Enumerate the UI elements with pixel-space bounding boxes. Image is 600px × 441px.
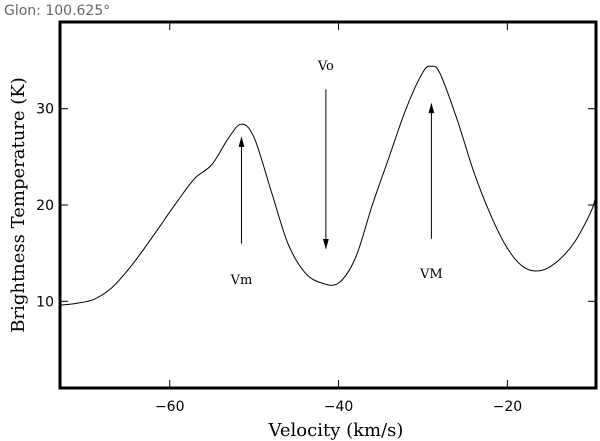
arrow-head-icon xyxy=(322,239,329,250)
y-tick-label: 20 xyxy=(36,198,54,214)
tick-labels: −60 −40 −20 10 20 30 xyxy=(36,102,522,415)
x-axis-title: Velocity (km/s) xyxy=(268,420,404,441)
axis-ticks xyxy=(60,22,596,388)
annotation-label: Vm xyxy=(230,273,253,288)
arrow-head-icon xyxy=(428,102,435,114)
x-tick-label: −20 xyxy=(493,399,523,415)
glon-label: Glon: 100.625° xyxy=(4,3,110,19)
x-tick-label: −60 xyxy=(155,399,185,415)
y-tick-label: 10 xyxy=(36,294,54,310)
annotations: Vo Vm VM xyxy=(230,59,443,288)
y-axis-title: Brightness Temperature (K) xyxy=(8,77,29,333)
series-line xyxy=(59,65,597,306)
plot-frame xyxy=(58,20,598,390)
annotation-vo: Vo xyxy=(317,59,334,250)
annotation-label: Vo xyxy=(317,59,334,74)
x-tick-label: −40 xyxy=(324,399,354,415)
arrow-head-icon xyxy=(238,136,245,147)
annotation-vm: Vm xyxy=(230,136,253,288)
annotation-label: VM xyxy=(419,267,443,282)
annotation-vm: VM xyxy=(419,102,443,282)
y-tick-label: 30 xyxy=(36,102,54,118)
